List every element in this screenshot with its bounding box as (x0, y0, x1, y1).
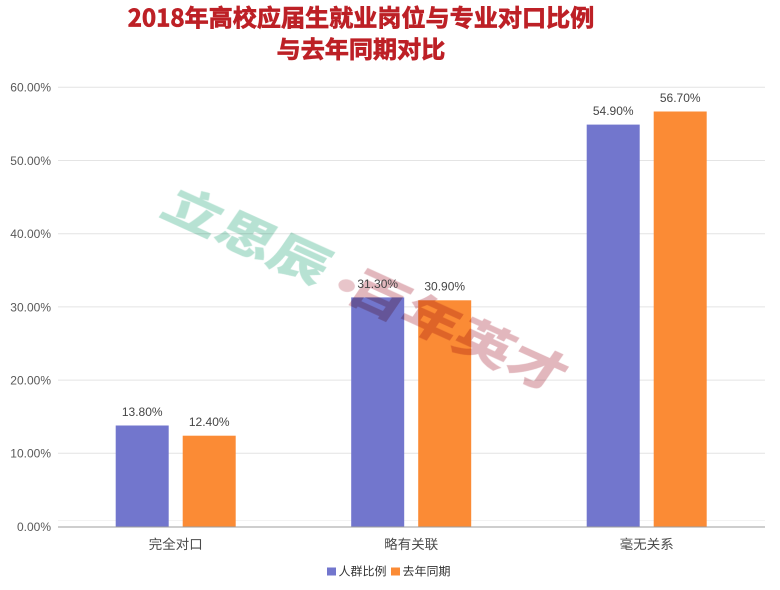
svg-text:60.00%: 60.00% (10, 81, 51, 95)
svg-text:31.30%: 31.30% (357, 277, 398, 291)
svg-text:0.00%: 0.00% (17, 520, 51, 534)
svg-text:40.00%: 40.00% (10, 227, 51, 241)
svg-text:10.00%: 10.00% (10, 447, 51, 461)
svg-text:13.80%: 13.80% (122, 405, 163, 419)
svg-text:54.90%: 54.90% (593, 104, 634, 118)
svg-text:56.70%: 56.70% (660, 91, 701, 105)
svg-text:30.00%: 30.00% (10, 300, 51, 314)
svg-text:30.90%: 30.90% (424, 280, 465, 294)
svg-text:50.00%: 50.00% (10, 154, 51, 168)
svg-text:12.40%: 12.40% (189, 415, 230, 429)
svg-text:20.00%: 20.00% (10, 374, 51, 388)
